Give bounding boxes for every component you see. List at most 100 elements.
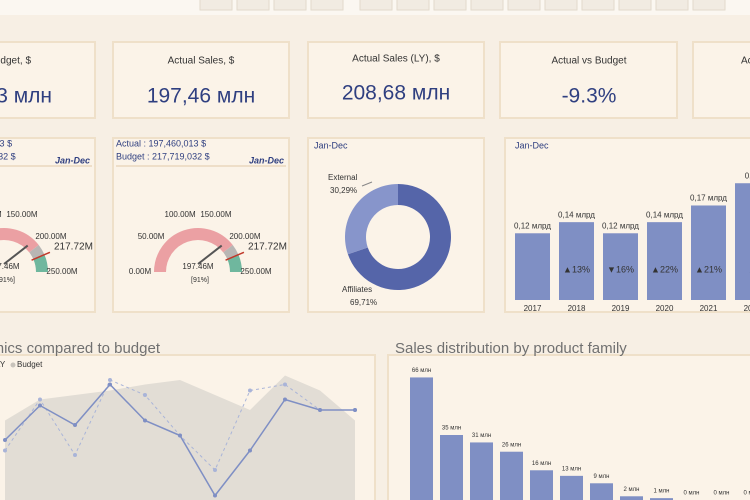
kpi-value: 3 млн — [0, 85, 52, 108]
button[interactable] — [692, 0, 726, 11]
gauge-target-label: 217.72M — [54, 242, 93, 253]
kpi-value: 208,68 млн — [342, 82, 450, 105]
button[interactable] — [199, 0, 233, 11]
point — [213, 468, 217, 472]
bar-label: 0,12 млрд — [514, 221, 551, 230]
button[interactable] — [359, 0, 393, 11]
bar-label: 9 млн — [594, 474, 610, 480]
bar-label: 66 млн — [412, 368, 431, 374]
gauge-card — [0, 137, 96, 313]
kpi-card — [112, 41, 290, 119]
bar — [603, 233, 638, 300]
bar-label: 0 млн — [744, 491, 750, 497]
point — [248, 448, 252, 453]
donut-value-label: 30,29% — [330, 186, 357, 195]
x-tick-label: 2019 — [612, 304, 630, 313]
point — [143, 418, 147, 423]
button[interactable] — [470, 0, 504, 11]
gauge-tick-label: 100.00M — [0, 210, 2, 219]
bar — [515, 233, 550, 300]
x-tick-label: 2018 — [568, 304, 586, 313]
button[interactable] — [581, 0, 615, 11]
bar-label: 26 млн — [502, 442, 521, 448]
bar-label: 0 млн — [714, 491, 730, 497]
gauge-target — [225, 251, 245, 261]
legend-label: LY — [0, 360, 6, 369]
x-tick-label: 2021 — [700, 304, 718, 313]
bar-label: 0,12 млрд — [602, 221, 639, 230]
content: Actual : 197,460,013 $ Budget : 217,719,0… — [0, 138, 750, 500]
bar — [735, 183, 750, 300]
bar — [470, 442, 493, 500]
donut-label: Affiliates — [342, 285, 372, 294]
gauge-tick-label: 200.00M — [35, 232, 66, 241]
gauge-rest-arc — [33, 254, 48, 273]
kpi-card — [307, 41, 485, 119]
point — [283, 382, 287, 387]
bar-label: 16 млн — [532, 461, 551, 467]
change-label: ▲22% — [651, 264, 678, 274]
point — [248, 388, 252, 393]
donut-value-label: 69,71% — [350, 298, 377, 307]
gauge-value-arc — [0, 228, 39, 253]
gauge-needle — [197, 244, 223, 265]
gauge-tick-label: 200.00M — [229, 232, 260, 241]
button[interactable] — [433, 0, 467, 11]
point — [3, 438, 7, 442]
donut-slice — [345, 184, 398, 255]
bar-label: 0 млн — [684, 491, 700, 497]
gauge-tick-label: 150.00M — [200, 210, 231, 219]
bar — [620, 496, 643, 500]
gauge-gap-arc — [223, 245, 239, 260]
kpi-card — [0, 41, 96, 119]
point — [38, 403, 42, 408]
button[interactable] — [655, 0, 689, 11]
bar — [560, 475, 583, 500]
top-buttons — [199, 0, 726, 11]
gauge-value-arc — [154, 228, 233, 273]
bar-label: 1 млн — [654, 489, 670, 495]
point — [143, 393, 147, 397]
bar-label: 2 млн — [624, 487, 640, 493]
gauge-value-label: 197.46M — [0, 262, 20, 271]
budget-area — [5, 375, 355, 500]
gauge-tick-label: 250.00M — [46, 267, 77, 276]
gauge-tick-label: 150.00M — [6, 210, 37, 219]
point — [3, 448, 7, 453]
x-tick-label: 2020 — [656, 304, 674, 313]
gauge-tick-label: 50.00M — [138, 232, 165, 241]
legend-label: Budget — [17, 360, 43, 369]
change-label: ▲21% — [695, 264, 722, 274]
gauge-percent: [91%] — [0, 277, 15, 284]
button[interactable] — [236, 0, 270, 11]
x-tick-label: 2022 — [744, 304, 750, 313]
gauge-actual: Actual : 197,460,013 $ — [116, 138, 206, 148]
button[interactable] — [507, 0, 541, 11]
button[interactable] — [273, 0, 307, 11]
bar — [410, 377, 433, 500]
button[interactable] — [544, 0, 578, 11]
gauge-value-label: 197.46M — [182, 262, 213, 271]
button[interactable] — [618, 0, 652, 11]
gauge-budget: Budget : 217,719,032 $ — [116, 151, 210, 161]
button[interactable] — [310, 0, 344, 11]
point — [108, 382, 112, 387]
gauge-percent: [91%] — [191, 277, 209, 284]
gauge-period: Jan-Dec — [249, 155, 284, 165]
bar-label: 31 млн — [472, 433, 491, 439]
x-tick-label: 2017 — [524, 304, 542, 313]
donut-slice — [347, 184, 451, 290]
button[interactable] — [396, 0, 430, 11]
point — [73, 423, 77, 427]
bar — [530, 470, 553, 500]
legend-dot — [10, 362, 16, 368]
point — [353, 408, 357, 412]
kpi-label: Ac — [741, 56, 750, 67]
gauge-gap-arc — [29, 245, 45, 260]
kpi-label: Actual Sales (LY), $ — [352, 54, 440, 65]
gauge-budget: Budget : 217,719,032 $ — [0, 151, 16, 161]
gauge-tick-label: 100.00M — [165, 210, 196, 219]
kpi-card — [692, 41, 750, 119]
bar — [500, 451, 523, 500]
